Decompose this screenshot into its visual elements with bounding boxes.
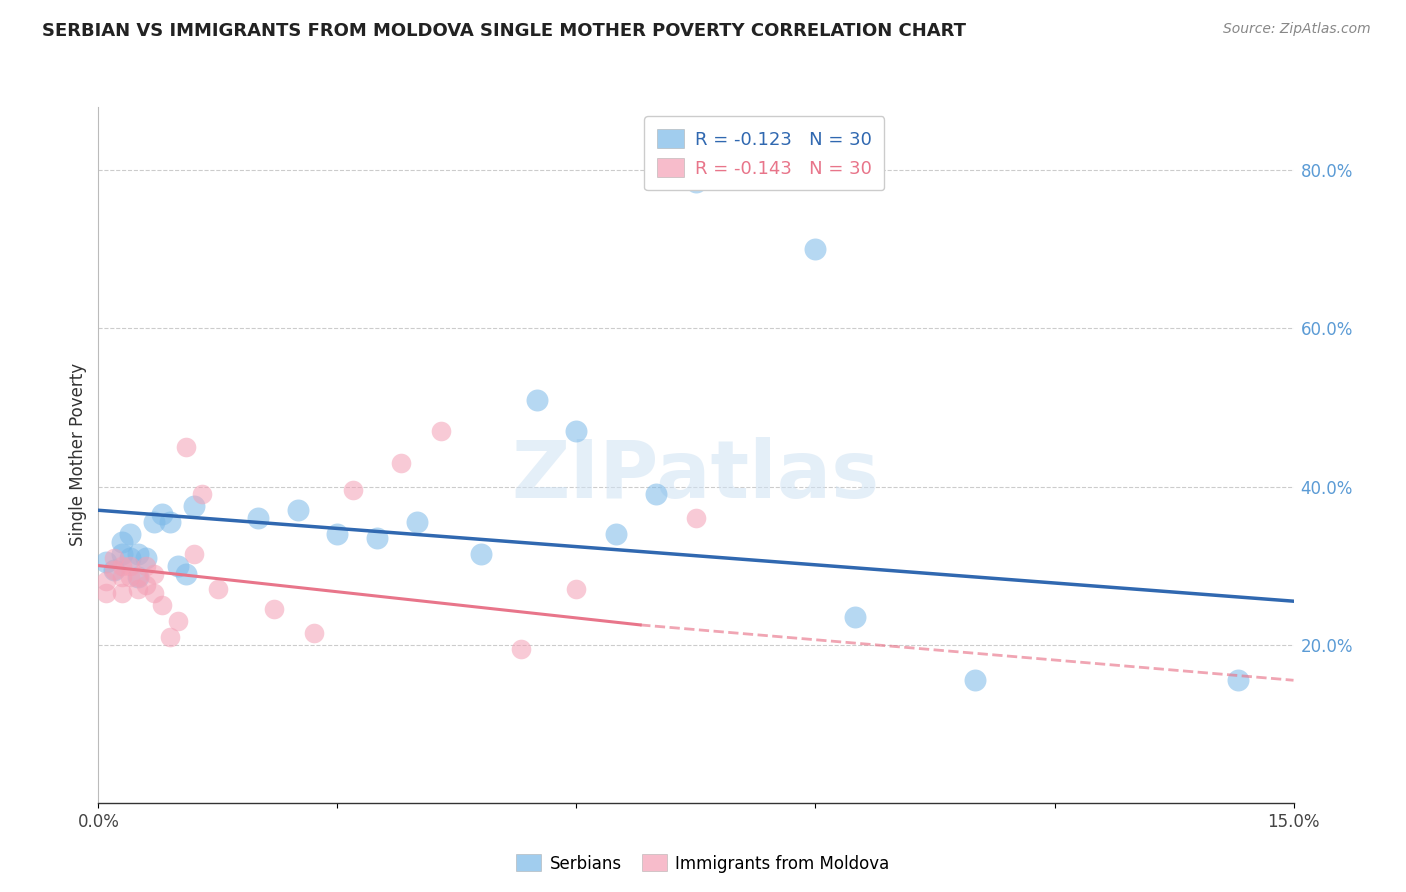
Point: [120, 527, 142, 541]
Point: [183, 547, 205, 561]
Point: [103, 563, 125, 577]
Point: [143, 586, 166, 600]
Point: [389, 456, 412, 470]
Point: [526, 392, 548, 407]
Point: [406, 515, 429, 529]
Point: [605, 527, 627, 541]
Point: [111, 586, 134, 600]
Point: [565, 582, 588, 597]
Legend: R = -0.123   N = 30, R = -0.143   N = 30: R = -0.123 N = 30, R = -0.143 N = 30: [644, 116, 884, 190]
Point: [135, 558, 157, 573]
Point: [143, 515, 166, 529]
Point: [207, 582, 229, 597]
Point: [111, 547, 134, 561]
Point: [565, 424, 588, 438]
Point: [191, 487, 214, 501]
Point: [963, 673, 986, 688]
Point: [143, 566, 166, 581]
Point: [111, 558, 134, 573]
Point: [127, 570, 149, 584]
Legend: Serbians, Immigrants from Moldova: Serbians, Immigrants from Moldova: [510, 847, 896, 880]
Text: Source: ZipAtlas.com: Source: ZipAtlas.com: [1223, 22, 1371, 37]
Point: [103, 550, 125, 565]
Point: [342, 483, 364, 498]
Point: [103, 563, 125, 577]
Point: [127, 547, 149, 561]
Point: [263, 602, 285, 616]
Text: ZIPatlas: ZIPatlas: [512, 437, 880, 515]
Point: [246, 511, 269, 525]
Point: [167, 558, 190, 573]
Point: [287, 503, 309, 517]
Point: [509, 641, 531, 656]
Point: [120, 558, 142, 573]
Point: [430, 424, 453, 438]
Point: [470, 547, 492, 561]
Point: [150, 507, 173, 521]
Point: [135, 578, 157, 592]
Point: [804, 243, 827, 257]
Y-axis label: Single Mother Poverty: Single Mother Poverty: [69, 363, 87, 547]
Point: [685, 511, 707, 525]
Point: [111, 534, 134, 549]
Point: [174, 440, 197, 454]
Point: [150, 598, 173, 612]
Point: [685, 175, 707, 189]
Point: [127, 570, 149, 584]
Point: [645, 487, 668, 501]
Point: [120, 550, 142, 565]
Point: [96, 586, 118, 600]
Point: [159, 630, 181, 644]
Point: [183, 500, 205, 514]
Point: [135, 550, 157, 565]
Point: [302, 625, 325, 640]
Point: [844, 610, 866, 624]
Point: [174, 566, 197, 581]
Point: [366, 531, 388, 545]
Text: SERBIAN VS IMMIGRANTS FROM MOLDOVA SINGLE MOTHER POVERTY CORRELATION CHART: SERBIAN VS IMMIGRANTS FROM MOLDOVA SINGL…: [42, 22, 966, 40]
Point: [167, 614, 190, 628]
Point: [326, 527, 349, 541]
Point: [96, 555, 118, 569]
Point: [120, 570, 142, 584]
Point: [127, 582, 149, 597]
Point: [111, 570, 134, 584]
Point: [159, 515, 181, 529]
Point: [96, 574, 118, 589]
Point: [1226, 673, 1249, 688]
